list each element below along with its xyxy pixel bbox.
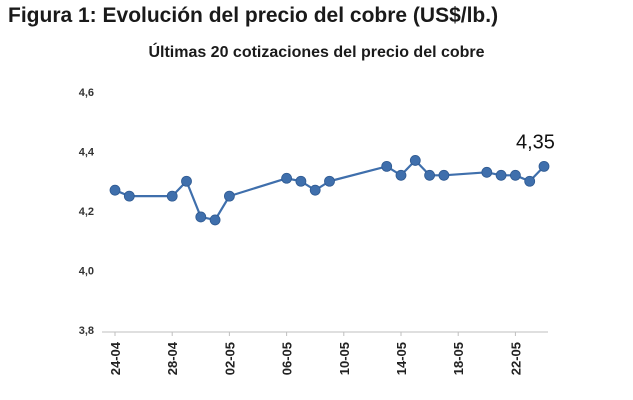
y-tick-label: 4,6 — [79, 87, 94, 99]
data-point — [295, 175, 307, 187]
data-point — [381, 160, 393, 172]
x-tick-label: 02-05 — [222, 342, 237, 375]
data-point — [438, 169, 450, 181]
data-point — [309, 184, 321, 196]
y-tick-label: 4,0 — [79, 266, 94, 278]
series-line-copper-price — [114, 159, 545, 222]
x-tick-label: 10-05 — [337, 342, 352, 375]
data-point — [281, 172, 293, 184]
x-tick-label: 28-04 — [165, 341, 180, 375]
data-point — [181, 175, 192, 187]
chart-title: Últimas 20 cotizaciones del precio del c… — [148, 44, 485, 61]
data-point — [538, 160, 550, 172]
y-axis-ticks: 3,8 4,0 4,2 4,4 4,6 — [79, 87, 95, 337]
data-point — [510, 169, 521, 181]
data-point — [395, 169, 407, 181]
data-point — [209, 214, 221, 226]
x-tick-label: 18-05 — [451, 342, 466, 375]
data-point — [109, 184, 121, 196]
data-point — [195, 211, 207, 223]
data-points — [109, 155, 550, 226]
data-point — [324, 175, 335, 187]
data-point — [123, 190, 135, 202]
data-point — [166, 190, 178, 202]
y-tick-label: 4,2 — [79, 206, 94, 218]
x-tick-label: 14-05 — [394, 342, 409, 375]
data-point — [524, 175, 536, 187]
data-point — [424, 169, 436, 181]
x-tick-label: 24-04 — [108, 341, 123, 375]
x-tick-label: 22-05 — [508, 342, 523, 375]
x-tick-label: 06-05 — [280, 342, 295, 375]
y-tick-label: 4,4 — [79, 147, 95, 159]
data-point — [223, 190, 235, 202]
data-label-last-value: 4,35 — [516, 131, 555, 153]
data-point — [495, 169, 507, 181]
data-point — [409, 155, 421, 166]
figure-title: Figura 1: Evolución del precio del cobre… — [8, 4, 499, 27]
data-point — [481, 166, 493, 178]
y-tick-label: 3,8 — [79, 325, 94, 337]
x-axis-ticks: 24-04 28-04 02-05 06-05 10-05 14-05 18-05 22-05 — [108, 332, 523, 375]
